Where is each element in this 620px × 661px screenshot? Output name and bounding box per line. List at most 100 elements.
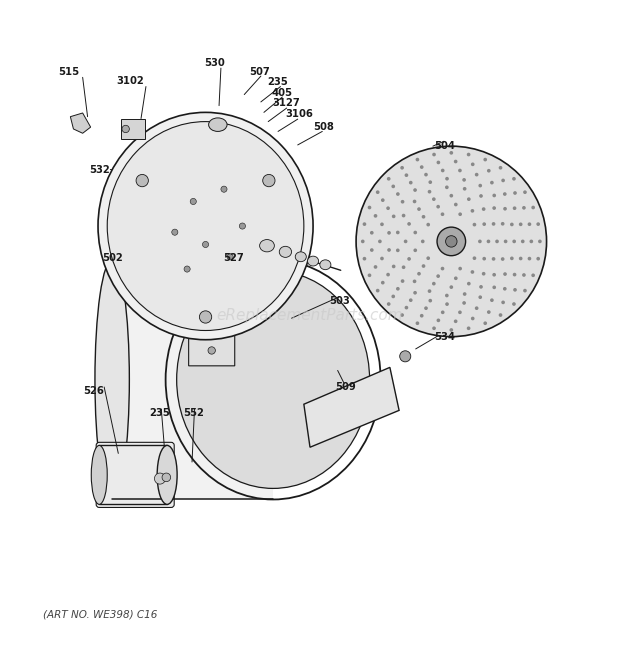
Circle shape	[428, 299, 432, 303]
Circle shape	[239, 223, 246, 229]
Circle shape	[407, 222, 411, 226]
Circle shape	[405, 173, 409, 177]
Polygon shape	[70, 113, 91, 134]
Circle shape	[528, 222, 531, 226]
Circle shape	[467, 327, 471, 330]
Circle shape	[482, 257, 486, 260]
Circle shape	[458, 311, 462, 314]
Circle shape	[523, 190, 527, 194]
Circle shape	[415, 321, 419, 325]
Circle shape	[441, 212, 445, 216]
Circle shape	[522, 206, 526, 210]
Circle shape	[472, 256, 476, 260]
Text: eReplacementParts.com: eReplacementParts.com	[216, 307, 404, 323]
Text: 3106: 3106	[285, 109, 313, 119]
Circle shape	[405, 306, 409, 309]
Circle shape	[376, 289, 379, 292]
Circle shape	[498, 166, 502, 170]
Circle shape	[414, 249, 417, 252]
Ellipse shape	[107, 122, 304, 330]
Circle shape	[502, 178, 505, 182]
Circle shape	[467, 153, 471, 157]
Circle shape	[374, 265, 378, 269]
Circle shape	[471, 317, 474, 321]
Circle shape	[363, 257, 366, 260]
Circle shape	[436, 205, 440, 208]
Text: 503: 503	[329, 296, 350, 306]
Circle shape	[531, 206, 535, 210]
FancyBboxPatch shape	[96, 442, 174, 508]
Text: 530: 530	[205, 58, 225, 67]
Circle shape	[512, 239, 516, 243]
Circle shape	[203, 241, 208, 248]
Circle shape	[502, 301, 505, 304]
Ellipse shape	[208, 118, 227, 132]
Circle shape	[363, 222, 366, 226]
Circle shape	[487, 169, 490, 173]
Circle shape	[503, 287, 507, 291]
Circle shape	[479, 194, 483, 198]
Ellipse shape	[320, 260, 331, 270]
Circle shape	[380, 256, 384, 260]
Circle shape	[421, 239, 425, 243]
Circle shape	[368, 206, 371, 210]
Text: 515: 515	[58, 67, 80, 77]
Circle shape	[454, 276, 458, 280]
Circle shape	[501, 257, 505, 261]
Circle shape	[441, 169, 445, 173]
Circle shape	[479, 295, 482, 299]
Circle shape	[492, 257, 495, 260]
Circle shape	[413, 280, 417, 283]
Circle shape	[432, 198, 436, 201]
Circle shape	[445, 293, 449, 297]
Text: 508: 508	[313, 122, 334, 132]
Circle shape	[501, 222, 505, 225]
Circle shape	[388, 231, 391, 235]
Circle shape	[479, 285, 483, 289]
Circle shape	[154, 473, 166, 484]
Circle shape	[402, 214, 405, 217]
Circle shape	[513, 206, 516, 210]
Circle shape	[463, 178, 466, 182]
Text: 405: 405	[272, 88, 293, 98]
Polygon shape	[112, 260, 273, 500]
Circle shape	[387, 302, 391, 306]
Circle shape	[478, 239, 482, 243]
Circle shape	[482, 222, 486, 226]
Circle shape	[475, 306, 479, 310]
Ellipse shape	[91, 446, 107, 504]
Text: 526: 526	[83, 386, 104, 396]
Circle shape	[374, 214, 378, 217]
Circle shape	[414, 231, 417, 235]
Circle shape	[519, 223, 523, 226]
Circle shape	[463, 187, 466, 190]
Circle shape	[401, 279, 404, 283]
Circle shape	[386, 206, 390, 210]
Circle shape	[492, 222, 495, 226]
Circle shape	[378, 239, 382, 243]
Circle shape	[184, 266, 190, 272]
Text: 552: 552	[183, 408, 204, 418]
Circle shape	[467, 282, 471, 286]
Circle shape	[504, 239, 507, 243]
Circle shape	[404, 239, 407, 243]
Circle shape	[190, 198, 197, 204]
Circle shape	[427, 256, 430, 260]
Circle shape	[487, 239, 490, 243]
Circle shape	[436, 161, 440, 165]
Circle shape	[396, 231, 400, 234]
Circle shape	[454, 203, 458, 206]
Circle shape	[200, 311, 211, 323]
Circle shape	[522, 273, 526, 277]
Circle shape	[392, 215, 396, 218]
Circle shape	[436, 274, 440, 278]
Circle shape	[492, 286, 496, 290]
Circle shape	[368, 274, 371, 277]
Circle shape	[492, 194, 496, 198]
Ellipse shape	[95, 260, 130, 500]
Circle shape	[420, 314, 423, 317]
Circle shape	[512, 302, 516, 306]
Circle shape	[381, 198, 384, 202]
Circle shape	[479, 184, 482, 188]
Text: 504: 504	[435, 141, 456, 151]
